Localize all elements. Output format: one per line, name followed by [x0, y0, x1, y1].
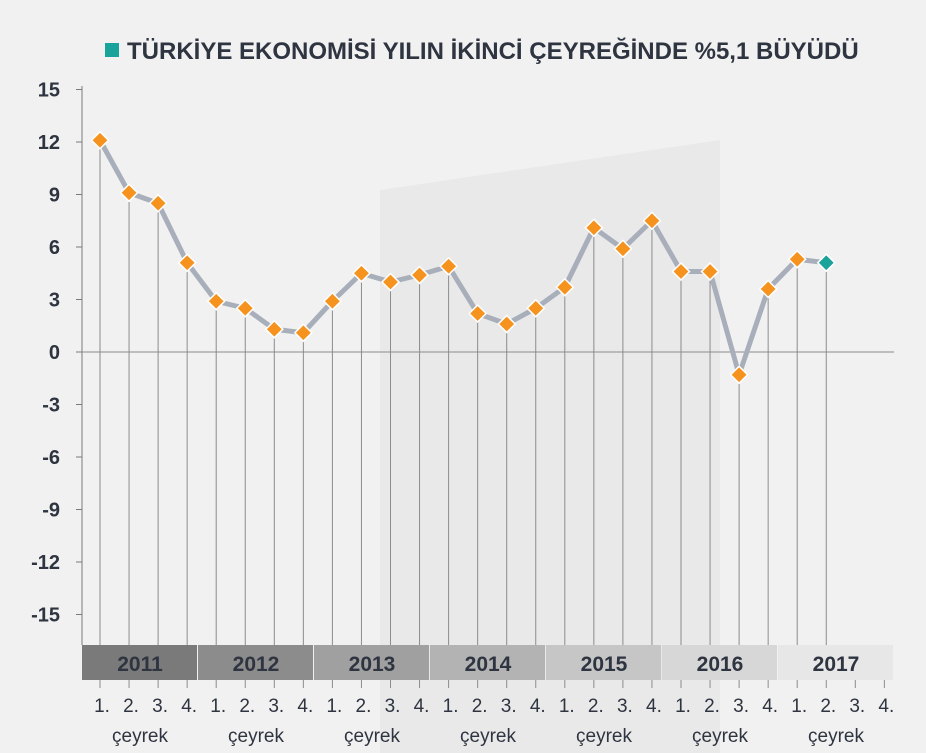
quarter-label: 1. — [210, 696, 226, 717]
quarter-label: 3. — [268, 696, 284, 717]
quarter-caption: çeyrek — [576, 726, 632, 747]
year-label: 2015 — [581, 653, 628, 676]
quarter-caption: çeyrek — [808, 726, 864, 747]
data-point — [787, 249, 807, 269]
quarter-label: 4. — [297, 696, 313, 717]
data-point — [264, 319, 284, 339]
data-point — [322, 291, 342, 311]
quarter-label: 4. — [646, 696, 662, 717]
data-point — [235, 298, 255, 318]
quarter-label: 3. — [501, 696, 517, 717]
data-point — [526, 298, 546, 318]
quarter-label: 4. — [181, 696, 197, 717]
year-band-2014 — [430, 645, 545, 680]
quarter-label: 4. — [762, 696, 778, 717]
data-point — [293, 323, 313, 343]
y-tick-label: -15 — [31, 605, 60, 627]
quarter-label: 4. — [878, 696, 894, 717]
data-point — [613, 239, 633, 259]
chart-title: TÜRKİYE EKONOMİSİ YILIN İKİNCİ ÇEYREĞİND… — [105, 37, 859, 65]
data-point — [410, 265, 430, 285]
quarter-label: 4. — [530, 696, 546, 717]
title-text: TÜRKİYE EKONOMİSİ YILIN İKİNCİ ÇEYREĞİND… — [127, 37, 859, 65]
quarter-label: 3. — [617, 696, 633, 717]
data-point — [177, 253, 197, 273]
y-tick-label: -6 — [42, 447, 60, 469]
quarter-label: 1. — [443, 696, 459, 717]
quarter-label: 1. — [791, 696, 807, 717]
year-label: 2014 — [465, 653, 512, 676]
year-band-2017 — [778, 645, 893, 680]
quarter-label: 3. — [733, 696, 749, 717]
year-label: 2016 — [697, 653, 744, 676]
data-point — [148, 193, 168, 213]
quarter-label: 2. — [820, 696, 836, 717]
y-tick-label: 9 — [49, 185, 60, 207]
quarter-label: 1. — [94, 696, 110, 717]
data-point — [555, 277, 575, 297]
data-point — [700, 261, 720, 282]
y-tick-label: -3 — [42, 395, 60, 417]
quarter-label: 2. — [588, 696, 604, 717]
quarter-label: 2. — [239, 696, 255, 717]
quarter-label: 2. — [472, 696, 488, 717]
data-point — [206, 291, 226, 311]
year-band-2011 — [82, 645, 197, 680]
data-point — [816, 253, 836, 273]
y-tick-label: 0 — [49, 342, 60, 364]
quarter-caption: çeyrek — [112, 726, 168, 747]
quarter-caption: çeyrek — [228, 726, 284, 747]
data-point — [758, 279, 778, 299]
year-band-2012 — [198, 645, 313, 680]
quarter-label: 3. — [152, 696, 168, 717]
quarter-label: 2. — [123, 696, 139, 717]
quarter-label: 1. — [326, 696, 342, 717]
data-point — [90, 130, 110, 150]
year-label: 2013 — [349, 653, 396, 676]
quarter-label: 3. — [849, 696, 865, 717]
data-point — [119, 183, 139, 203]
data-point — [671, 261, 691, 282]
quarter-caption: çeyrek — [344, 726, 400, 747]
y-tick-label: 12 — [38, 132, 60, 154]
quarter-caption: çeyrek — [460, 726, 516, 747]
data-point — [642, 211, 662, 231]
y-tick-label: 3 — [49, 290, 60, 312]
quarter-label: 3. — [385, 696, 401, 717]
quarter-caption: çeyrek — [692, 726, 748, 747]
quarter-label: 4. — [414, 696, 430, 717]
year-band-2015 — [546, 645, 661, 680]
data-point — [497, 314, 517, 334]
year-band-2013 — [314, 645, 429, 680]
data-point — [380, 272, 401, 292]
data-point — [439, 256, 459, 276]
year-label: 2012 — [233, 653, 280, 676]
year-label: 2017 — [813, 653, 860, 676]
quarter-label: 1. — [675, 696, 691, 717]
y-tick-label: 6 — [49, 237, 60, 259]
quarter-label: 2. — [356, 696, 372, 717]
y-tick-label: -9 — [42, 500, 60, 522]
data-point — [729, 365, 749, 385]
year-label: 2011 — [117, 653, 163, 676]
y-tick-label: -12 — [31, 552, 60, 574]
quarter-label: 1. — [559, 696, 575, 717]
quarter-label: 2. — [704, 696, 720, 717]
y-tick-label: 15 — [38, 80, 60, 102]
title-square-icon — [105, 43, 119, 57]
year-band-2016 — [662, 645, 777, 680]
data-point — [468, 303, 488, 324]
data-point — [351, 263, 371, 283]
data-point — [584, 218, 604, 238]
